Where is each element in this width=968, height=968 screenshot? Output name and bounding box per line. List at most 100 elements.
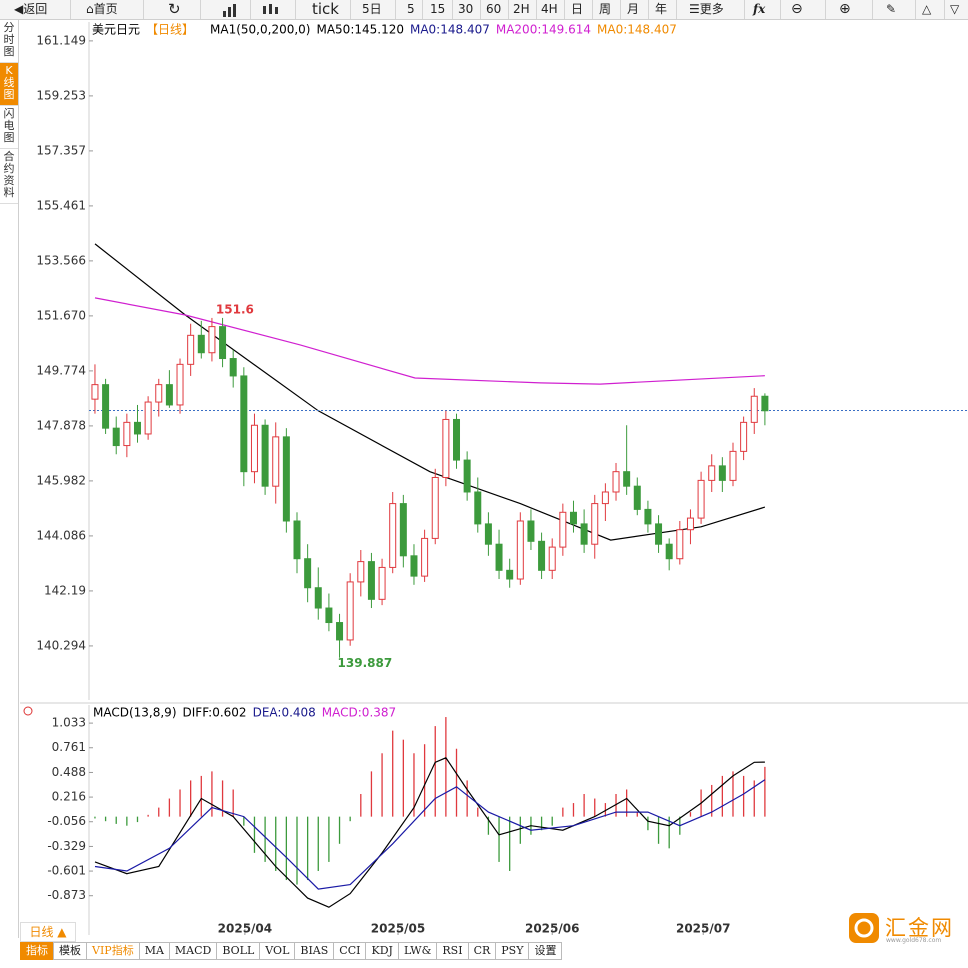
side-tab[interactable]: 闪电图	[0, 106, 18, 149]
x-tick-label: 2025/07	[676, 922, 730, 936]
tab[interactable]: MACD	[168, 942, 218, 960]
legend-entry: MA50:145.120	[316, 23, 404, 37]
side-tab[interactable]: 分时图	[0, 20, 18, 63]
fx-button[interactable]: fx	[753, 2, 766, 16]
candle-body	[304, 558, 312, 589]
candle-body	[495, 543, 503, 571]
sidebar: 分时图 K线图 闪电图 合约资料	[0, 20, 19, 938]
y-tick-label: 0.488	[52, 765, 86, 779]
candle-body	[718, 465, 726, 481]
x-tick-label: 2025/06	[525, 922, 579, 936]
up-button[interactable]: △	[922, 2, 932, 16]
y-tick-label: 1.033	[52, 716, 86, 730]
tab[interactable]: BOLL	[216, 942, 261, 960]
tab[interactable]: BIAS	[294, 942, 335, 960]
candle-body	[325, 607, 333, 624]
y-tick-label: -0.873	[47, 888, 86, 902]
candle-body	[91, 384, 99, 400]
candle-body	[155, 384, 163, 403]
label: 首页	[93, 2, 118, 16]
candle-body	[548, 546, 556, 571]
candle-body	[527, 520, 535, 542]
period-button[interactable]: 30	[458, 2, 474, 16]
period-selector[interactable]: 日线 ▲	[20, 922, 76, 942]
tab[interactable]: PSY	[495, 942, 530, 960]
line	[94, 297, 765, 385]
tab[interactable]: CCI	[333, 942, 367, 960]
candle-body	[612, 471, 620, 493]
candle-body	[421, 537, 429, 577]
legend-entry: MACD(13,8,9)	[93, 706, 177, 720]
side-tab[interactable]: K线图	[0, 63, 18, 106]
candle-body	[410, 555, 418, 577]
tab[interactable]: 模板	[53, 942, 87, 960]
down-button[interactable]: ▽	[950, 2, 960, 16]
chart: 161.149 159.253 157.357 155.461 153.566 151.6…	[20, 22, 968, 936]
tab[interactable]: LW&	[397, 942, 438, 960]
y-tick-label: 145.982	[36, 473, 86, 487]
low-label: 139.887	[338, 656, 393, 670]
candle-body	[559, 511, 567, 548]
side-tab[interactable]: 合约资料	[0, 149, 18, 204]
candle-body	[293, 520, 301, 560]
candle-body	[272, 436, 280, 487]
period-button[interactable]: 年	[655, 2, 668, 16]
candle-body	[740, 421, 748, 452]
y-tick-label: 159.253	[36, 88, 86, 102]
logo-url: www.gold678.com	[886, 937, 942, 944]
candle-body	[697, 479, 705, 519]
candle-body	[686, 517, 694, 531]
candle-body	[569, 511, 577, 525]
period-button[interactable]: 15	[430, 2, 446, 16]
period-button[interactable]: 日	[571, 2, 584, 16]
candle-body	[623, 471, 631, 487]
y-tick-label: 149.774	[36, 363, 86, 377]
back-button[interactable]: ◀返回	[14, 2, 48, 16]
candle-body	[399, 503, 407, 557]
candle-body	[676, 529, 684, 560]
legend-entry: 美元日元	[92, 23, 140, 37]
candle-body	[144, 401, 152, 435]
tab[interactable]: VOL	[259, 942, 296, 960]
candle-body	[282, 436, 290, 522]
candle-body	[644, 508, 652, 525]
tab[interactable]: 指标	[20, 942, 54, 960]
tab[interactable]: KDJ	[365, 942, 399, 960]
period-button[interactable]: 周	[599, 2, 612, 16]
legend-entry: MA1(50,0,200,0)	[210, 23, 310, 37]
candle-body	[176, 363, 184, 406]
tab[interactable]: 设置	[528, 942, 563, 960]
period-button[interactable]: 2H	[513, 2, 530, 16]
home-button[interactable]: ⌂首页	[86, 2, 118, 16]
period-button[interactable]: 60	[486, 2, 502, 16]
more-button[interactable]: ☰更多	[689, 2, 724, 16]
candle-button[interactable]	[261, 0, 279, 19]
tab[interactable]: MA	[138, 942, 170, 960]
candle-body	[229, 358, 237, 377]
high-label: 151.6	[216, 302, 254, 316]
candle-body	[240, 375, 248, 473]
line	[94, 757, 765, 908]
tab[interactable]: VIP指标	[86, 942, 140, 960]
x-tick-label: 2025/04	[218, 922, 272, 936]
period-button[interactable]: 4H	[541, 2, 558, 16]
period-button[interactable]: 5日	[362, 2, 382, 16]
period-button[interactable]: 5	[407, 2, 415, 16]
settings-icon[interactable]	[23, 706, 33, 716]
y-tick-label: 161.149	[36, 33, 86, 47]
candle-body	[463, 459, 471, 493]
refresh-button[interactable]: ↻	[168, 0, 181, 18]
y-tick-label: -0.601	[47, 864, 86, 878]
draw-button[interactable]: ✎	[886, 2, 897, 16]
legend-entry: MACD:0.387	[322, 706, 396, 720]
tab[interactable]: RSI	[436, 942, 469, 960]
zoom-in-button[interactable]: ⊕	[839, 1, 851, 17]
tick-button[interactable]: tick	[312, 0, 339, 18]
y-tick-label: 144.086	[36, 528, 86, 542]
bars-button[interactable]	[222, 0, 240, 19]
logo-icon	[849, 913, 879, 943]
tab[interactable]: CR	[467, 942, 497, 960]
period-button[interactable]: 月	[627, 2, 640, 16]
zoom-out-button[interactable]: ⊖	[791, 1, 803, 17]
candle-body	[750, 395, 758, 423]
